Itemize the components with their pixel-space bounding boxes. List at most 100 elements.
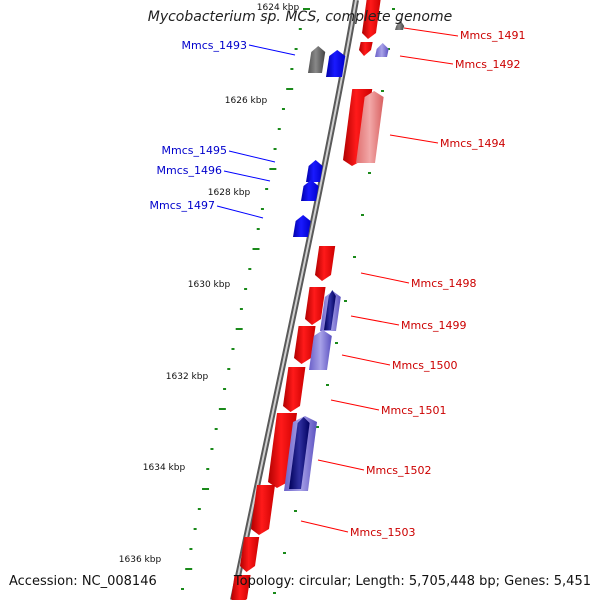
leader-line-mmcs-1495 (228, 150, 276, 163)
leader-line-mmcs-1491 (403, 27, 459, 37)
scale-tick-minor (277, 128, 281, 130)
gene-block-1493 (326, 50, 346, 77)
accession-text: Accession: NC_008146 (9, 574, 157, 589)
gene-block-1503 (251, 485, 275, 535)
scale-tick-minor (193, 528, 197, 530)
leader-line-mmcs-1497 (216, 205, 264, 219)
scale-tick-minor (273, 148, 277, 150)
leader-line-mmcs-1494 (389, 134, 439, 144)
scale-tick-major (235, 328, 243, 330)
scale-tick-major (252, 248, 260, 250)
scale-tick-minor (239, 308, 243, 310)
gene-label-mmcs-1497: Mmcs_1497 (150, 199, 215, 212)
gene-block-1491 (362, 0, 381, 39)
gene-label-mmcs-1491: Mmcs_1491 (460, 29, 525, 42)
gene-block-1493-grey (308, 46, 326, 73)
scale-dot (381, 90, 384, 92)
genome-backbone (230, 0, 359, 600)
gene-block-1499 (305, 287, 326, 325)
gene-block-extra-1 (240, 537, 260, 572)
gene-block-1502-core (289, 417, 310, 489)
gene-label-mmcs-1492: Mmcs_1492 (455, 58, 520, 71)
scale-dot (294, 510, 297, 512)
scale-dot (353, 256, 356, 258)
topology-text: Topology: circular; Length: 5,705,448 bp… (233, 574, 591, 589)
gene-label-mmcs-1495: Mmcs_1495 (162, 144, 227, 157)
gene-block-faint (395, 20, 405, 30)
gene-label-mmcs-1494: Mmcs_1494 (440, 137, 505, 150)
kbp-label: 1624 kbp (257, 3, 300, 13)
gene-label-mmcs-1500: Mmcs_1500 (392, 359, 457, 372)
scale-tick-minor (206, 468, 210, 470)
gene-block-1498 (315, 246, 336, 281)
kbp-label: 1634 kbp (143, 463, 186, 473)
leader-line-mmcs-1499 (350, 315, 400, 326)
scale-tick-minor (244, 288, 248, 290)
scale-dot (392, 8, 395, 10)
scale-dot (283, 552, 286, 554)
kbp-label: 1626 kbp (225, 96, 268, 106)
scale-dot (326, 384, 329, 386)
gene-block-1501 (283, 367, 306, 412)
leader-line-mmcs-1503 (300, 520, 349, 533)
leader-line-mmcs-1500 (341, 354, 391, 366)
scale-dot (344, 300, 347, 302)
gene-block-1500-secondary (309, 330, 332, 370)
gene-block-1497 (293, 215, 311, 237)
scale-dot (316, 426, 319, 428)
leader-line-mmcs-1501 (330, 399, 380, 411)
kbp-label: 1628 kbp (208, 188, 251, 198)
gene-label-mmcs-1499: Mmcs_1499 (401, 319, 466, 332)
scale-tick-major (202, 488, 210, 490)
leader-line-mmcs-1498 (360, 272, 410, 284)
scale-dot (368, 172, 371, 174)
gene-block-1494-secondary (356, 91, 384, 163)
scale-tick-minor (256, 228, 260, 230)
scale-tick-major (269, 168, 277, 170)
scale-tick-major (185, 568, 193, 570)
scale-tick-major (218, 408, 226, 410)
scale-tick-minor (260, 208, 264, 210)
kbp-label: 1636 kbp (119, 555, 162, 565)
scale-tick-minor (197, 508, 201, 510)
kbp-label: 1632 kbp (166, 372, 209, 382)
scale-tick-minor (223, 388, 227, 390)
backbone-arc-highlight (232, 0, 357, 600)
leader-line-mmcs-1502 (317, 459, 365, 471)
leader-line-mmcs-1496 (223, 170, 271, 182)
leader-line-mmcs-1492 (399, 55, 454, 65)
leader-line-mmcs-1493 (248, 44, 296, 56)
scale-tick-minor (281, 108, 285, 110)
gene-label-mmcs-1496: Mmcs_1496 (157, 164, 222, 177)
gene-label-mmcs-1498: Mmcs_1498 (411, 277, 476, 290)
scale-tick-minor (210, 448, 214, 450)
scale-ticks: 1624 kbp 1626 kbp 1628 kbp 1630 kbp 1632 kbp… (119, 3, 395, 594)
gene-block-1499-core (324, 290, 336, 330)
scale-dot (335, 342, 338, 344)
gene-block-1496 (301, 180, 319, 201)
gene-block-extra-2 (231, 575, 251, 600)
gene-labels: Mmcs_1491 Mmcs_1492 Mmcs_1493 Mmcs_1494 Mmcs… (150, 27, 525, 539)
scale-tick-minor (181, 588, 184, 590)
gene-label-mmcs-1502: Mmcs_1502 (366, 464, 431, 477)
scale-tick-minor (265, 188, 269, 190)
gene-block-1492 (375, 43, 389, 57)
scale-tick-minor (227, 368, 231, 370)
scale-tick-minor (214, 428, 218, 430)
scale-tick-minor (231, 348, 235, 350)
gene-features (231, 0, 405, 600)
gene-label-mmcs-1501: Mmcs_1501 (381, 404, 446, 417)
gene-block-1495 (306, 160, 323, 182)
genome-title: Mycobacterium sp. MCS, complete genome (147, 9, 453, 25)
scale-tick-minor (294, 48, 298, 50)
scale-tick-minor (248, 268, 252, 270)
gene-block-1500 (294, 326, 316, 364)
scale-dot (361, 214, 364, 216)
gene-label-mmcs-1503: Mmcs_1503 (350, 526, 415, 539)
scale-dot (273, 592, 276, 594)
scale-tick-major (286, 88, 294, 90)
kbp-label: 1630 kbp (188, 280, 231, 290)
gene-label-mmcs-1493: Mmcs_1493 (182, 39, 247, 52)
